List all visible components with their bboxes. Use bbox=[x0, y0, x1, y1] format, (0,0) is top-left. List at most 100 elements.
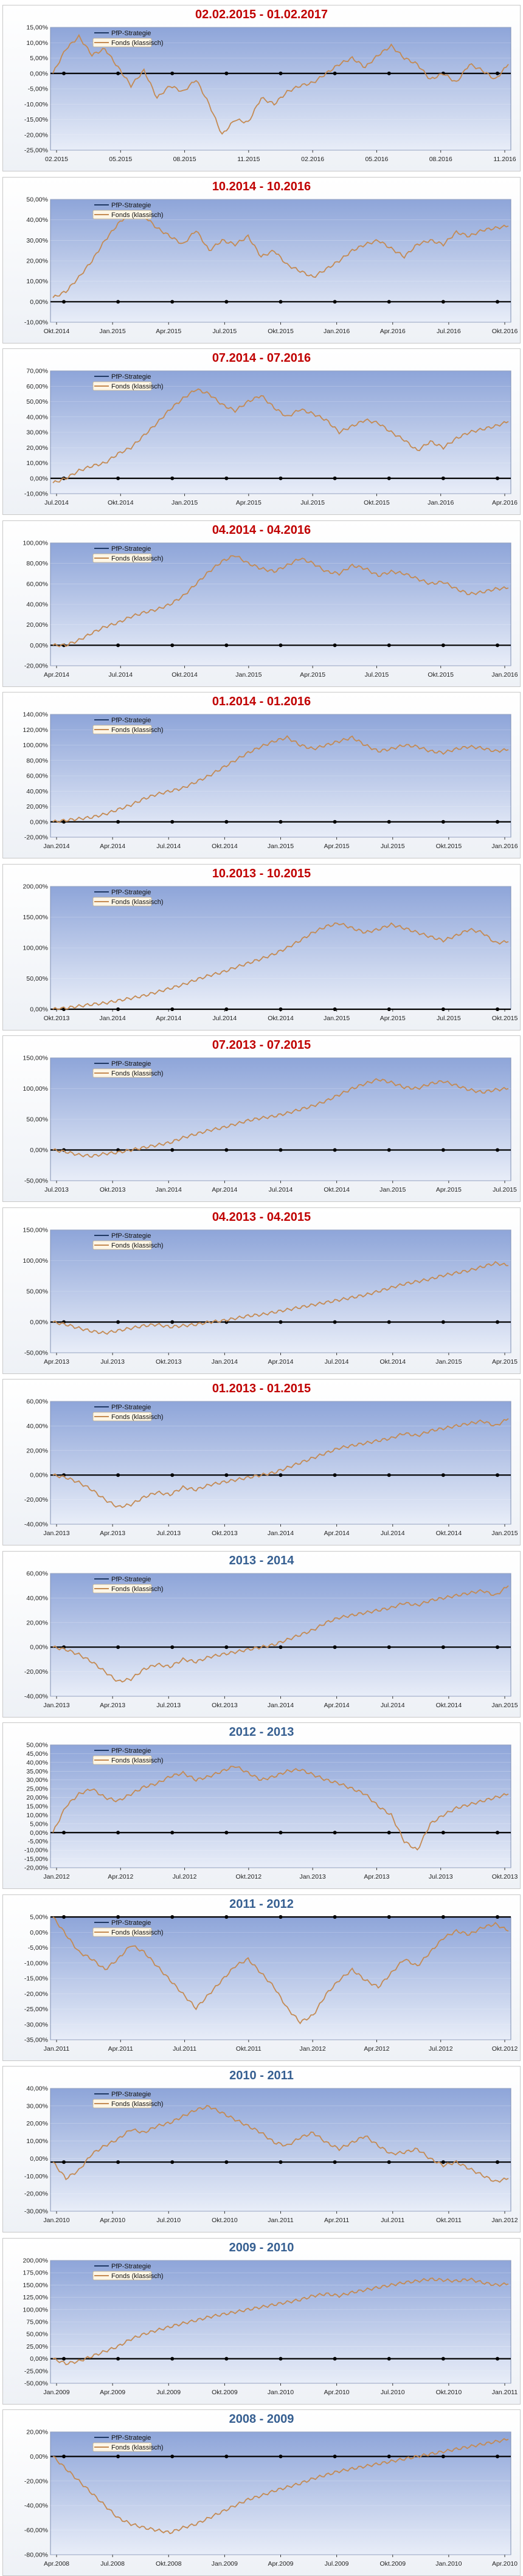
plot-area bbox=[50, 27, 511, 151]
legend-label-fonds: Fonds (klassisch) bbox=[111, 899, 164, 906]
legend: PfP-Strategie Fonds (klassisch) bbox=[92, 373, 164, 391]
x-tick-label: Jan.2013 bbox=[43, 1702, 69, 1709]
y-tick-label: 70,00% bbox=[26, 368, 48, 375]
y-tick-label: 60,00% bbox=[26, 1398, 48, 1406]
legend-box-fonds bbox=[92, 1755, 152, 1765]
x-tick-label: Okt.2015 bbox=[492, 1015, 518, 1022]
y-tick-label: 140,00% bbox=[23, 711, 48, 719]
x-tick-label: Okt.2014 bbox=[212, 843, 238, 850]
y-tick-label: 0,00% bbox=[30, 2453, 48, 2460]
chart-title: 07.2014 - 07.2016 bbox=[212, 351, 311, 365]
series-pfp-marker bbox=[62, 1831, 66, 1835]
legend-label-pfp: PfP-Strategie bbox=[111, 2263, 151, 2270]
y-tick-label: 120,00% bbox=[23, 727, 48, 734]
y-tick-label: 60,00% bbox=[26, 1570, 48, 1577]
x-tick-label: Jul.2014 bbox=[325, 1358, 349, 1366]
legend: PfP-Strategie Fonds (klassisch) bbox=[92, 1576, 164, 1593]
y-tick-label: 15,00% bbox=[26, 1803, 48, 1811]
x-tick-label: Jul.2015 bbox=[300, 499, 325, 506]
series-pfp-marker bbox=[441, 2357, 445, 2361]
y-tick-label: -20,00% bbox=[24, 834, 48, 841]
x-tick-label: Apr.2013 bbox=[100, 1702, 125, 1709]
y-tick-label: 45,00% bbox=[26, 1750, 48, 1758]
y-tick-label: 175,00% bbox=[23, 2269, 48, 2276]
x-tick-label: Jan.2012 bbox=[43, 1873, 69, 1880]
legend-label-fonds: Fonds (klassisch) bbox=[111, 2444, 164, 2451]
y-tick-label: 0,00% bbox=[30, 70, 48, 77]
y-tick-label: 20,00% bbox=[26, 621, 48, 629]
legend: PfP-Strategie Fonds (klassisch) bbox=[92, 889, 164, 906]
series-pfp-marker bbox=[387, 643, 391, 647]
legend-label-fonds: Fonds (klassisch) bbox=[111, 212, 164, 219]
series-pfp-marker bbox=[62, 2454, 66, 2459]
y-tick-label: -25,00% bbox=[24, 147, 48, 154]
legend-box-fonds bbox=[92, 725, 152, 734]
x-tick-label: Jul.2008 bbox=[100, 2560, 125, 2567]
series-pfp-marker bbox=[441, 1831, 445, 1835]
y-tick-label: 25,00% bbox=[26, 2343, 48, 2350]
x-tick-label: Okt.2013 bbox=[44, 1015, 70, 1022]
x-tick-label: Jan.2015 bbox=[100, 328, 126, 335]
x-tick-label: Okt.2008 bbox=[156, 2560, 182, 2567]
x-tick-label: Jul.2014 bbox=[156, 843, 181, 850]
x-tick-label: Jul.2009 bbox=[325, 2560, 349, 2567]
x-tick-label: Okt.2014 bbox=[324, 1186, 350, 1193]
series-pfp-marker bbox=[116, 1831, 120, 1835]
legend: PfP-Strategie Fonds (klassisch) bbox=[92, 1919, 164, 1936]
series-fonds-line bbox=[52, 2277, 509, 2365]
series-pfp-marker bbox=[496, 2357, 499, 2361]
plot-area bbox=[50, 2088, 511, 2212]
series-fonds-line bbox=[52, 1766, 509, 1851]
series-fonds-line bbox=[52, 1916, 509, 2025]
series-fonds-line bbox=[52, 554, 509, 647]
x-tick-label: Apr.2015 bbox=[236, 499, 262, 506]
series-pfp-marker bbox=[62, 1915, 66, 1919]
y-tick-label: -20,00% bbox=[24, 131, 48, 139]
x-tick-label: Apr.2013 bbox=[44, 1358, 69, 1366]
x-tick-label: Okt.2014 bbox=[436, 1530, 462, 1537]
series-pfp-marker bbox=[496, 1473, 499, 1477]
series-pfp-marker bbox=[224, 1473, 229, 1477]
legend-box-fonds bbox=[92, 2442, 152, 2452]
x-tick-label: Apr.2015 bbox=[156, 328, 181, 335]
y-tick-label: -50,00% bbox=[24, 2380, 48, 2387]
series-pfp-marker bbox=[170, 1007, 175, 1011]
series-pfp-marker bbox=[441, 1007, 445, 1011]
y-tick-label: 30,00% bbox=[26, 2102, 48, 2110]
series-pfp-marker bbox=[279, 1007, 283, 1011]
series-pfp-marker bbox=[441, 1915, 445, 1919]
series-pfp-marker bbox=[387, 299, 391, 303]
series-fonds-line bbox=[52, 1260, 508, 1335]
chart-title: 2008 - 2009 bbox=[229, 2412, 294, 2426]
y-tick-label: -5,00% bbox=[28, 1944, 48, 1952]
x-tick-label: 02.2015 bbox=[45, 156, 68, 163]
y-tick-label: 75,00% bbox=[26, 2318, 48, 2326]
chart-panel: 01.2013 - 01.2015 60,00% 40,00% 20,00% 0,00%… bbox=[2, 1379, 521, 1545]
x-tick-label: Jul.2015 bbox=[213, 328, 237, 335]
y-tick-label: 0,00% bbox=[30, 1319, 48, 1326]
chart-svg: 150,00% 100,00% 50,00% 0,00% -50,00%Jul.2013… bbox=[23, 1055, 517, 1194]
y-tick-label: 100,00% bbox=[23, 944, 48, 951]
chart-svg: 40,00% 30,00% 20,00% 10,00% 0,00% -10,00% -20,… bbox=[24, 2085, 518, 2225]
series-pfp-marker bbox=[224, 2357, 229, 2361]
series-pfp-marker bbox=[496, 476, 499, 480]
y-tick-label: 200,00% bbox=[23, 2257, 48, 2264]
series-pfp-marker bbox=[333, 1473, 337, 1477]
y-tick-label: 30,00% bbox=[26, 237, 48, 244]
series-pfp-marker bbox=[333, 643, 337, 647]
series-pfp-marker bbox=[62, 2357, 66, 2361]
y-tick-label: 20,00% bbox=[26, 803, 48, 810]
x-tick-label: 11.2015 bbox=[237, 156, 260, 163]
series-pfp-marker bbox=[279, 820, 283, 824]
y-tick-label: 15,00% bbox=[26, 24, 48, 32]
series-fonds-line bbox=[52, 922, 509, 1010]
series-pfp-marker bbox=[279, 71, 283, 75]
series-pfp-marker bbox=[116, 476, 120, 480]
x-tick-label: 02.2016 bbox=[301, 156, 324, 163]
x-tick-label: Jul.2014 bbox=[108, 671, 133, 679]
series-pfp-marker bbox=[279, 1473, 283, 1477]
y-tick-label: 60,00% bbox=[26, 383, 48, 390]
legend-box-fonds bbox=[92, 2271, 152, 2280]
x-tick-label: Okt.2011 bbox=[436, 2217, 462, 2224]
series-pfp-marker bbox=[224, 71, 229, 75]
